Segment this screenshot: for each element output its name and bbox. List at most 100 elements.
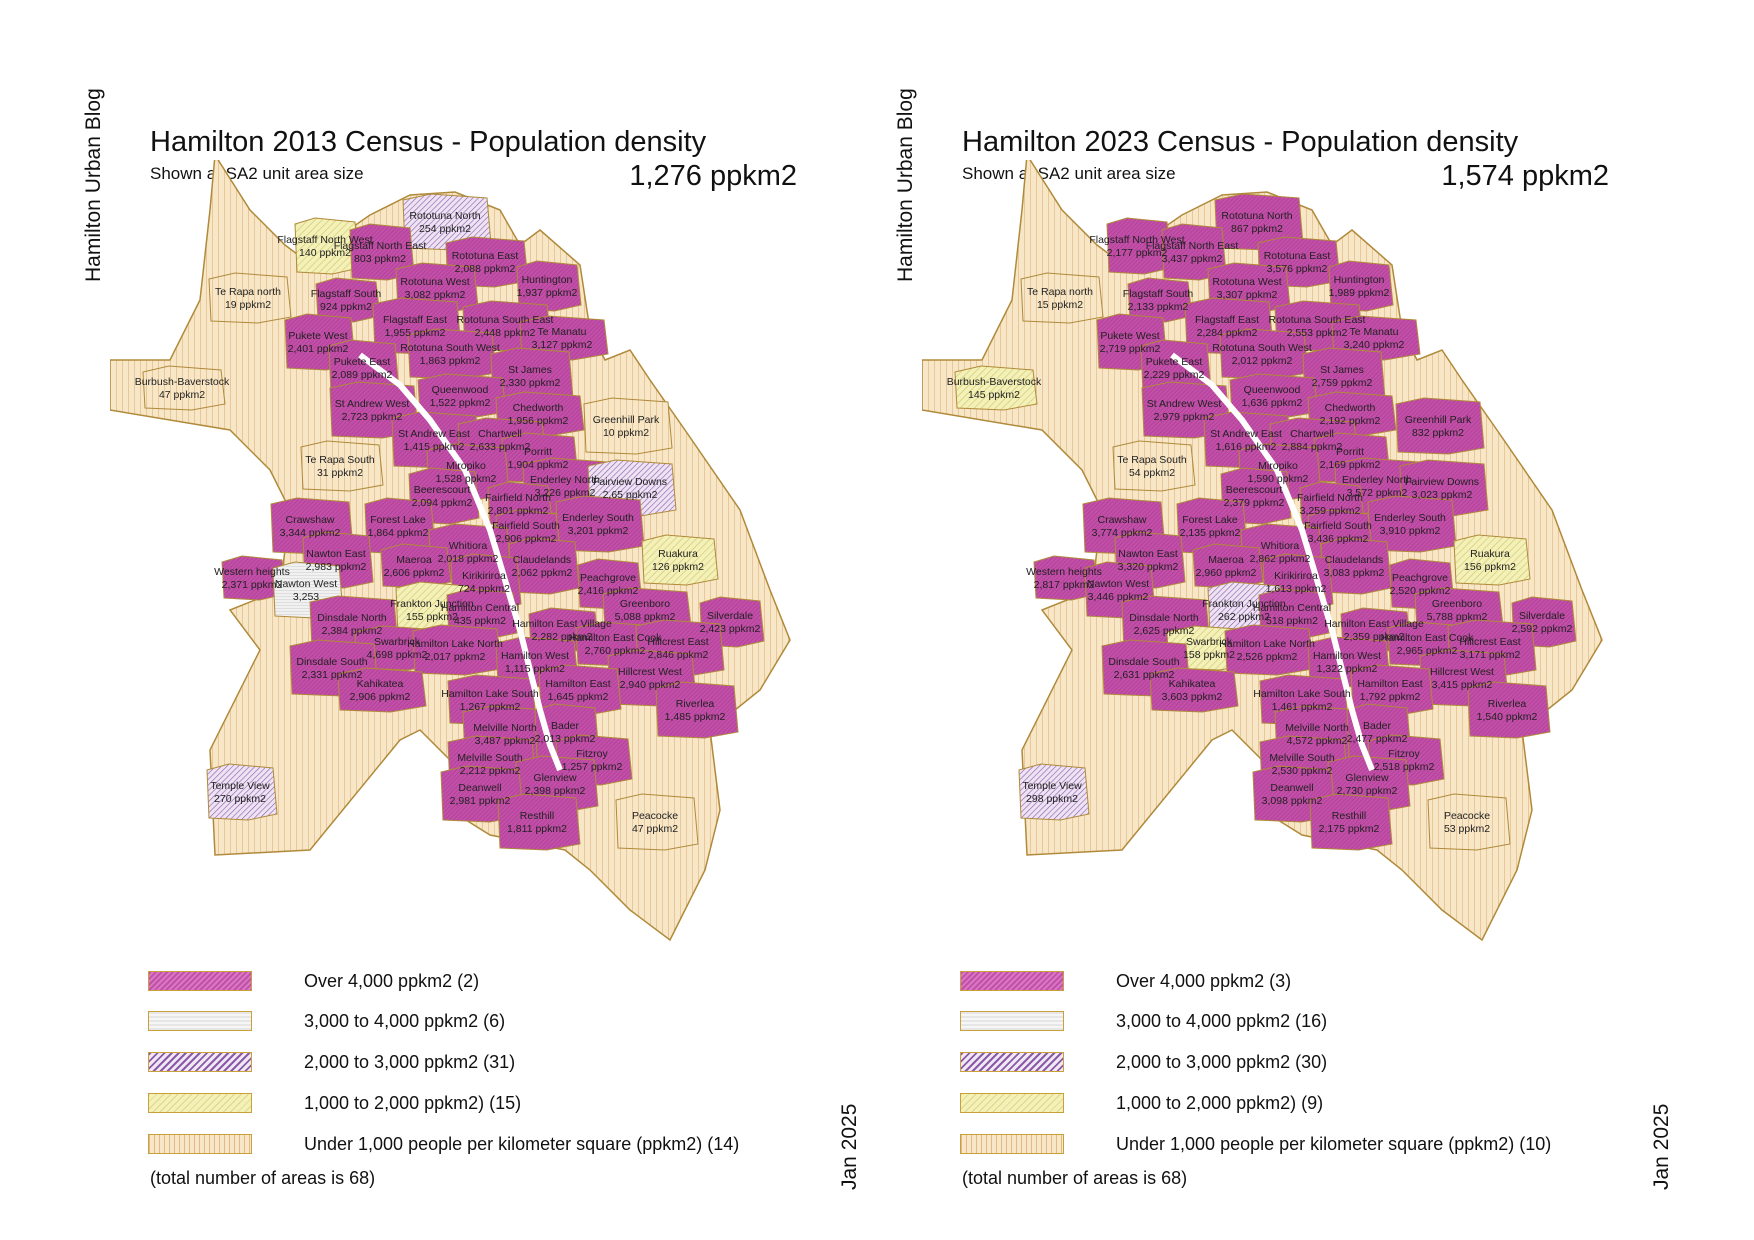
area-polygon — [583, 397, 673, 455]
legend-label: 1,000 to 2,000 ppkm2) (15) — [304, 1092, 522, 1113]
area-polygon — [380, 543, 452, 589]
area-density-label: 2,65 ppkm2 — [603, 489, 658, 501]
area-density-label: 2,530 ppkm2 — [1272, 765, 1333, 777]
area-name-label: Resthill — [1332, 810, 1366, 822]
legend-label: 2,000 to 3,000 ppkm2 (31) — [304, 1051, 516, 1072]
area-density-label: 47 ppkm2 — [632, 823, 678, 835]
area-name-label: Fitzroy — [1388, 748, 1420, 760]
area-name-label: St James — [508, 364, 552, 376]
area-density-label: 2,017 ppkm2 — [425, 651, 486, 663]
area-density-label: 2,384 ppkm2 — [322, 625, 383, 637]
area-name-label: Dinsdale South — [296, 656, 367, 668]
area-polygon — [1229, 373, 1319, 419]
area-name-label: Whitiora — [1261, 540, 1300, 552]
area-name-label: Te Manatu — [1349, 326, 1398, 338]
area-polygon — [1149, 667, 1239, 713]
area-name-label: Hillcrest West — [1430, 666, 1494, 678]
area-name-label: Flagstaff East — [1195, 314, 1259, 326]
overall-density: 1,574 ppkm2 — [1441, 160, 1609, 192]
area-name-label: Te Manatu — [537, 326, 586, 338]
area-density-label: 3,240 ppkm2 — [1344, 339, 1405, 351]
area-polygon — [1427, 793, 1511, 851]
area-density-label: 3,415 ppkm2 — [1432, 679, 1493, 691]
river-line — [1170, 352, 1375, 772]
area-density-label: 2,801 ppkm2 — [488, 505, 549, 517]
area-name-label: Hamilton East Cook — [569, 632, 663, 644]
area-density-label: 2,448 ppkm2 — [475, 327, 536, 339]
area-density-label: 2,719 ppkm2 — [1100, 343, 1161, 355]
area-density-label: 2,177 ppkm2 — [1107, 247, 1168, 259]
area-name-label: Rototuna South West — [400, 342, 500, 354]
area-name-label: Hamilton East Village — [1324, 618, 1424, 630]
area-polygon — [208, 272, 292, 324]
area-polygon — [615, 793, 699, 851]
area-name-label: Dinsdale North — [317, 612, 387, 624]
area-name-label: Temple View — [1022, 780, 1082, 792]
area-density-label: 2,633 ppkm2 — [470, 441, 531, 453]
area-name-label: Riverlea — [676, 698, 715, 710]
area-density-label: 2,379 ppkm2 — [1224, 497, 1285, 509]
area-density-label: 2,330 ppkm2 — [500, 377, 561, 389]
area-name-label: Melville South — [457, 752, 523, 764]
area-density-label: 2,229 ppkm2 — [1144, 369, 1205, 381]
area-name-label: Rototuna East — [1264, 250, 1331, 262]
area-name-label: Claudelands — [513, 554, 571, 566]
area-name-label: Chartwell — [1290, 428, 1334, 440]
area-density-label: 3,307 ppkm2 — [1217, 289, 1278, 301]
area-name-label: Rototuna South East — [1269, 314, 1366, 326]
map-title: Hamilton 2023 Census - Population densit… — [962, 126, 1519, 158]
legend-item: 1,000 to 2,000 ppkm2) (15) — [148, 1092, 521, 1114]
area-density-label: 54 ppkm2 — [1129, 467, 1175, 479]
area-density-label: 2,416 ppkm2 — [578, 585, 639, 597]
area-name-label: Porritt — [524, 446, 552, 458]
area-density-label: 867 ppkm2 — [1231, 223, 1283, 235]
area-name-label: Huntington — [522, 274, 573, 286]
area-name-label: Frankton Junction — [1202, 598, 1286, 610]
area-density-label: 1,645 ppkm2 — [548, 691, 609, 703]
area-name-label: Beerescourt — [414, 484, 471, 496]
area-density-label: 1,792 ppkm2 — [1360, 691, 1421, 703]
legend-swatch — [960, 1052, 1064, 1072]
area-density-label: 2,965 ppkm2 — [1397, 645, 1458, 657]
area-name-label: Melville North — [1285, 722, 1349, 734]
area-name-label: Flagstaff South — [311, 288, 382, 300]
area-name-label: Silverdale — [707, 610, 753, 622]
area-density-label: 2,359 ppkm2 — [1344, 631, 1405, 643]
area-polygon — [1020, 272, 1104, 324]
area-name-label: Kirikiriroa — [1274, 570, 1318, 582]
area-density-label: 518 ppkm2 — [1266, 615, 1318, 627]
area-name-label: Huntington — [1334, 274, 1385, 286]
legend-item: Under 1,000 people per kilometer square … — [960, 1133, 1551, 1155]
area-name-label: Riverlea — [1488, 698, 1527, 710]
area-density-label: 1,989 ppkm2 — [1329, 287, 1390, 299]
area-name-label: Fairfield North — [485, 492, 551, 504]
area-name-label: Pukete East — [334, 356, 391, 368]
area-density-label: 2,723 ppkm2 — [342, 411, 403, 423]
area-density-label: 2,631 ppkm2 — [1114, 669, 1175, 681]
area-name-label: Hamilton East Village — [512, 618, 612, 630]
area-name-label: Fairview Downs — [593, 476, 667, 488]
area-density-label: 1,904 ppkm2 — [508, 459, 569, 471]
area-density-label: 2,520 ppkm2 — [1390, 585, 1451, 597]
legend-label: 1,000 to 2,000 ppkm2) (9) — [1116, 1092, 1324, 1113]
area-name-label: Kirikiriroa — [462, 570, 506, 582]
area-density-label: 2,401 ppkm2 — [288, 343, 349, 355]
area-name-label: Hillcrest East — [647, 636, 708, 648]
area-name-label: Nawton East — [1118, 548, 1178, 560]
area-name-label: Swarbrick — [1186, 636, 1233, 648]
area-density-label: 3,446 ppkm2 — [1088, 591, 1149, 603]
area-name-label: Chedworth — [513, 402, 564, 414]
area-name-label: Rototuna South East — [457, 314, 554, 326]
area-name-label: Fairfield South — [492, 520, 560, 532]
area-name-label: Hamilton Lake North — [1219, 638, 1315, 650]
legend-item: 3,000 to 4,000 ppkm2 (16) — [960, 1010, 1327, 1032]
area-name-label: St Andrew West — [335, 398, 410, 410]
area-density-label: 2,423 ppkm2 — [700, 623, 761, 635]
area-name-label: Ruakura — [1470, 548, 1510, 560]
area-name-label: Forest Lake — [370, 514, 426, 526]
area-density-label: 2,625 ppkm2 — [1134, 625, 1195, 637]
area-name-label: Nawton West — [275, 578, 337, 590]
map-title: Hamilton 2013 Census - Population densit… — [150, 126, 707, 158]
area-density-label: 2,846 ppkm2 — [648, 649, 709, 661]
area-name-label: Kahikatea — [357, 678, 404, 690]
